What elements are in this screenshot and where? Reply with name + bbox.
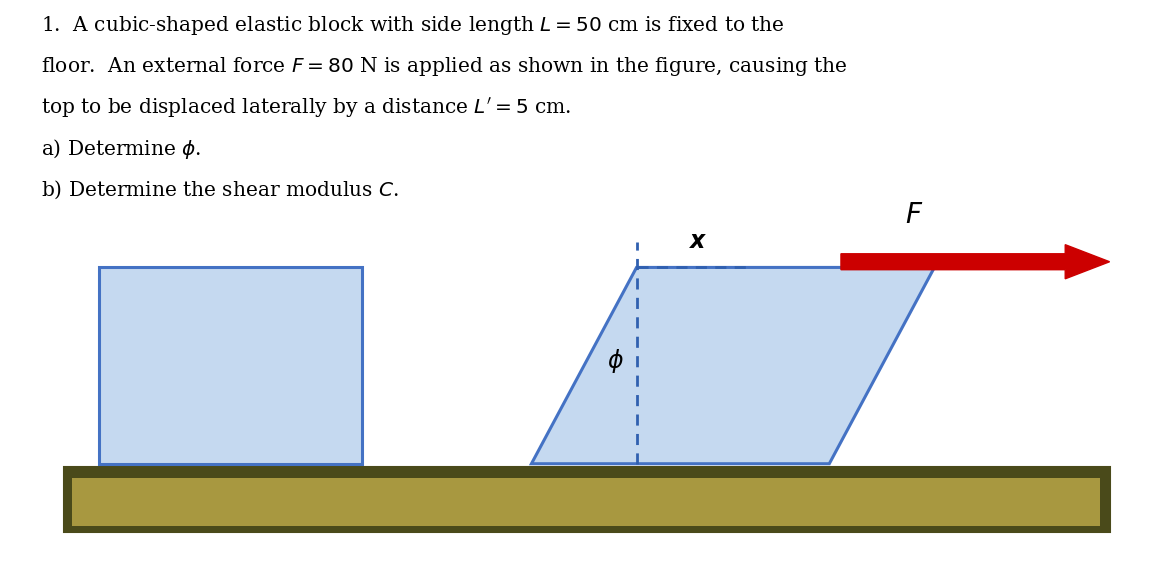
FancyArrow shape <box>841 245 1110 279</box>
Text: $F$: $F$ <box>905 201 924 229</box>
Bar <box>64 467 1110 532</box>
Text: top to be displaced laterally by a distance $L^{\prime} = 5$ cm.: top to be displaced laterally by a dista… <box>41 96 571 120</box>
Bar <box>99 267 362 464</box>
Text: 1.  A cubic-shaped elastic block with side length $L = 50$ cm is fixed to the: 1. A cubic-shaped elastic block with sid… <box>41 14 785 37</box>
Bar <box>72 478 1100 526</box>
Text: floor.  An external force $F = 80$ N is applied as shown in the figure, causing : floor. An external force $F = 80$ N is a… <box>41 55 848 78</box>
Text: b) Determine the shear modulus $C$.: b) Determine the shear modulus $C$. <box>41 178 398 200</box>
Polygon shape <box>531 267 934 464</box>
Text: $\phi$: $\phi$ <box>607 347 624 376</box>
Text: a) Determine $\phi$.: a) Determine $\phi$. <box>41 137 201 161</box>
Text: $\boldsymbol{x}$: $\boldsymbol{x}$ <box>689 229 708 253</box>
